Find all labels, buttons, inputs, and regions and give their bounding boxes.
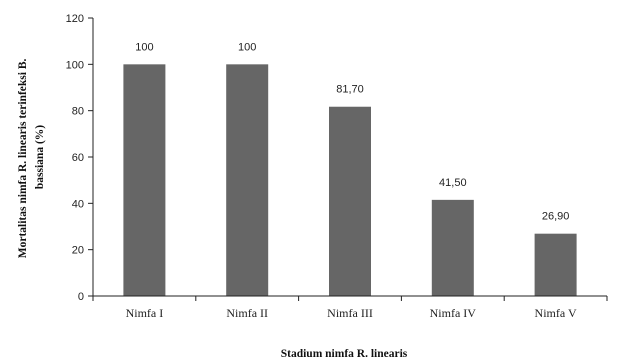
y-tick-label: 100 bbox=[66, 59, 84, 71]
bar-value-labels: 100 100 81,70 41,50 26,90 bbox=[135, 41, 569, 222]
y-tick-label: 80 bbox=[72, 106, 84, 118]
y-axis-ticks: 0 20 40 60 80 100 120 bbox=[66, 13, 93, 303]
x-tick-label: Nimfa V bbox=[535, 306, 577, 320]
bar bbox=[226, 64, 269, 296]
bar-value-label: 41,50 bbox=[439, 177, 467, 189]
bar bbox=[534, 233, 577, 296]
x-axis-title: Stadium nimfa R. linearis bbox=[281, 348, 408, 360]
y-tick-label: 0 bbox=[78, 291, 84, 303]
bar-value-label: 100 bbox=[238, 41, 256, 53]
bar bbox=[431, 199, 474, 296]
y-tick-label: 40 bbox=[72, 198, 84, 210]
bars bbox=[123, 64, 577, 296]
x-tick-label: Nimfa I bbox=[126, 306, 164, 320]
y-axis-title: Mortalitas nimfa R. linearis terinfeksi … bbox=[17, 56, 46, 259]
bar-value-label: 100 bbox=[135, 41, 153, 53]
y-tick-label: 120 bbox=[66, 13, 84, 25]
y-tick-label: 20 bbox=[72, 245, 84, 257]
bar-value-label: 81,70 bbox=[336, 84, 364, 96]
y-tick-label: 60 bbox=[72, 152, 84, 164]
bar-value-label: 26,90 bbox=[542, 211, 570, 223]
y-axis-title-line-1: Mortalitas nimfa R. linearis terinfeksi … bbox=[17, 59, 29, 259]
y-axis-title-line-2: bassiana (%) bbox=[34, 125, 46, 189]
x-tick-label: Nimfa IV bbox=[430, 306, 477, 320]
x-axis-ticks: Nimfa I Nimfa II Nimfa III Nimfa IV Nimfa V bbox=[92, 296, 608, 320]
bar bbox=[123, 64, 166, 296]
x-tick-label: Nimfa III bbox=[327, 306, 373, 320]
x-tick-label: Nimfa II bbox=[226, 306, 268, 320]
bar bbox=[329, 106, 371, 296]
